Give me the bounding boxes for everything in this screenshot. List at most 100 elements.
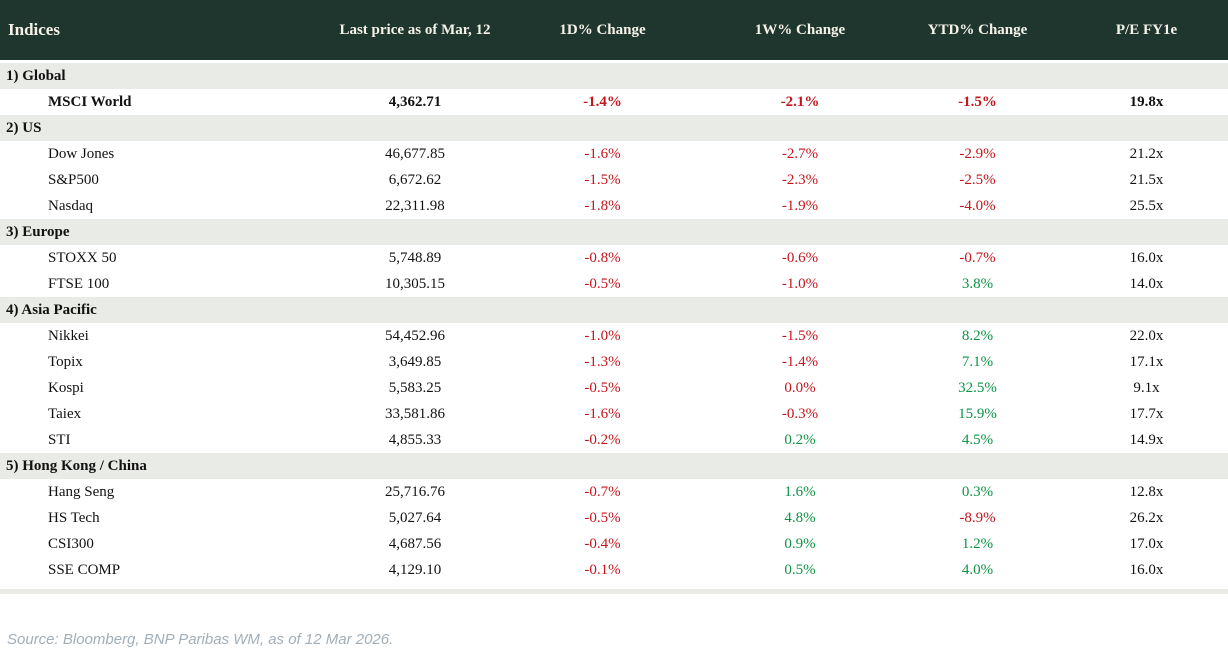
last-price-cell: 4,687.56 [388,535,442,552]
table-row: MSCI World 4,362.71 -1.4% -2.1% -1.5% 19… [0,89,1228,115]
section-label: 5) Hong Kong / China [0,453,1228,479]
last-price-cell: 46,677.85 [385,145,445,162]
index-name: Nasdaq [48,197,93,214]
change-1w-cell: -1.9% [781,197,819,214]
change-1d-cell: -1.0% [584,327,621,344]
change-ytd-cell: 0.3% [961,483,994,500]
section-row-hk-china: 5) Hong Kong / China [0,453,1228,479]
change-ytd-cell: 15.9% [958,405,997,422]
pe-cell: 14.9x [1129,431,1164,448]
change-1w-cell: -0.3% [781,405,819,422]
change-1w-cell: 0.9% [784,535,816,552]
last-price-cell: 5,027.64 [388,509,442,526]
pe-cell: 9.1x [1133,379,1160,396]
change-1w-cell: -0.6% [781,249,819,266]
section-label: 2) US [0,115,1228,141]
pe-cell: 12.8x [1129,483,1164,500]
change-1w-cell: -2.7% [781,145,819,162]
last-price-cell: 3,649.85 [388,353,442,370]
change-1w-cell: 0.0% [784,379,816,396]
pe-cell: 25.5x [1129,197,1164,214]
index-name: HS Tech [48,509,100,526]
last-price-cell: 4,855.33 [388,431,442,448]
change-ytd-cell: 8.2% [961,327,994,344]
table-row: STI 4,855.33 -0.2% 0.2% 4.5% 14.9x [0,427,1228,453]
change-1w-cell: -2.1% [780,93,820,110]
change-ytd-cell: -2.9% [959,145,996,162]
change-1d-cell: -1.6% [584,145,621,162]
pe-cell: 17.1x [1129,353,1164,370]
column-header-ytd-change: YTD% Change [890,0,1065,63]
last-price-cell: 25,716.76 [385,483,445,500]
pe-cell: 21.5x [1129,171,1164,188]
pe-cell: 22.0x [1129,327,1164,344]
change-1w-cell: 1.6% [784,483,816,500]
table-row: S&P500 6,672.62 -1.5% -2.3% -2.5% 21.5x [0,167,1228,193]
source-note: Source: Bloomberg, BNP Paribas WM, as of… [7,631,394,648]
change-1d-cell: -0.5% [584,275,621,292]
change-ytd-cell: 7.1% [961,353,994,370]
table-row: SSE COMP 4,129.10 -0.1% 0.5% 4.0% 16.0x [0,557,1228,583]
index-name: Hang Seng [48,483,115,500]
change-1d-cell: -0.1% [584,561,621,578]
table-row: Dow Jones 46,677.85 -1.6% -2.7% -2.9% 21… [0,141,1228,167]
change-1d-cell: -1.8% [584,197,621,214]
section-row-asia-pacific: 4) Asia Pacific [0,297,1228,323]
section-label: 4) Asia Pacific [0,297,1228,323]
section-label: 3) Europe [0,219,1228,245]
change-1w-cell: -1.5% [781,327,819,344]
last-price-cell: 4,129.10 [388,561,442,578]
change-ytd-cell: -4.0% [959,197,996,214]
table-row: STOXX 50 5,748.89 -0.8% -0.6% -0.7% 16.0… [0,245,1228,271]
table-row: Kospi 5,583.25 -0.5% 0.0% 32.5% 9.1x [0,375,1228,401]
change-1w-cell: 0.2% [784,431,816,448]
table-bottom-rule [0,589,1228,594]
pe-cell: 17.7x [1129,405,1164,422]
change-1d-cell: -1.6% [584,405,621,422]
change-ytd-cell: 4.5% [961,431,994,448]
table-row: Topix 3,649.85 -1.3% -1.4% 7.1% 17.1x [0,349,1228,375]
change-1d-cell: -0.4% [584,535,621,552]
last-price-cell: 4,362.71 [388,93,442,110]
change-ytd-cell: -0.7% [959,249,996,266]
last-price-cell: 10,305.15 [385,275,445,292]
change-1d-cell: -1.4% [583,93,622,110]
index-name: STI [48,431,71,448]
index-name: Topix [48,353,83,370]
change-ytd-cell: -8.9% [959,509,996,526]
change-1w-cell: 0.5% [784,561,816,578]
change-ytd-cell: 32.5% [958,379,997,396]
table-row: Nasdaq 22,311.98 -1.8% -1.9% -4.0% 25.5x [0,193,1228,219]
change-ytd-cell: -2.5% [959,171,996,188]
index-name: Kospi [48,379,84,396]
last-price-cell: 33,581.86 [385,405,445,422]
last-price-cell: 6,672.62 [388,171,442,188]
change-1d-cell: -0.5% [584,509,621,526]
pe-cell: 16.0x [1129,249,1164,266]
column-header-1d-change: 1D% Change [495,0,710,63]
pe-cell: 19.8x [1129,93,1164,110]
column-header-indices: Indices [0,0,335,63]
section-row-us: 2) US [0,115,1228,141]
section-row-europe: 3) Europe [0,219,1228,245]
change-1d-cell: -0.7% [584,483,621,500]
column-header-pe: P/E FY1e [1065,0,1228,63]
last-price-cell: 5,748.89 [388,249,442,266]
table-row: Taiex 33,581.86 -1.6% -0.3% 15.9% 17.7x [0,401,1228,427]
column-header-last-price: Last price as of Mar, 12 [335,0,495,63]
index-name: SSE COMP [48,561,121,578]
change-1w-cell: 4.8% [784,509,816,526]
index-name: Dow Jones [48,145,115,162]
index-name: CSI300 [48,535,94,552]
index-name: FTSE 100 [48,275,110,292]
pe-cell: 26.2x [1129,509,1164,526]
pe-cell: 21.2x [1129,145,1164,162]
section-label: 1) Global [0,61,1228,89]
index-name: STOXX 50 [48,249,117,266]
table-row: HS Tech 5,027.64 -0.5% 4.8% -8.9% 26.2x [0,505,1228,531]
change-ytd-cell: 4.0% [961,561,994,578]
table-header-row: Indices Last price as of Mar, 12 1D% Cha… [0,0,1228,63]
change-1w-cell: -1.0% [781,275,819,292]
change-1w-cell: -1.4% [781,353,819,370]
